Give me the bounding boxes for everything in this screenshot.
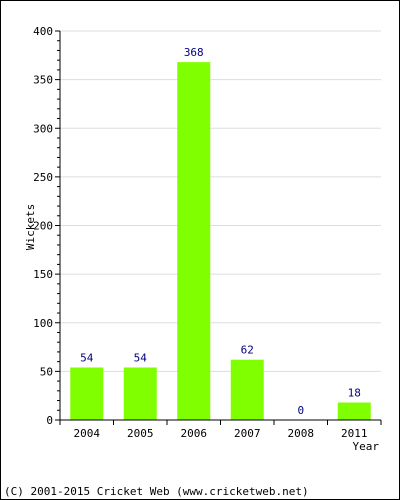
y-tick-label: 300 bbox=[33, 122, 53, 135]
y-tick-label: 250 bbox=[33, 171, 53, 184]
data-labels: 54 54 368 62 0 18 bbox=[80, 46, 361, 417]
bar-2006 bbox=[177, 62, 211, 421]
y-tick-label: 350 bbox=[33, 74, 53, 87]
bar-2005 bbox=[123, 367, 157, 420]
x-tick-label-2006: 2006 bbox=[181, 427, 208, 440]
y-tick-label: 200 bbox=[33, 220, 53, 233]
y-axis-title: Wickets bbox=[24, 204, 37, 250]
x-tick-label-2007: 2007 bbox=[234, 427, 261, 440]
data-label-2004: 54 bbox=[80, 351, 94, 364]
y-tick-label: 400 bbox=[33, 25, 53, 38]
bars bbox=[70, 62, 371, 421]
x-tick-label-2004: 2004 bbox=[74, 427, 101, 440]
data-label-2007: 62 bbox=[241, 344, 254, 357]
y-tick-label: 50 bbox=[40, 365, 53, 378]
bar-2004 bbox=[70, 367, 104, 420]
axes bbox=[55, 30, 382, 425]
x-tick-label-2005: 2005 bbox=[127, 427, 154, 440]
y-tick-label: 0 bbox=[46, 414, 53, 427]
y-tick-label: 150 bbox=[33, 268, 53, 281]
data-label-2011: 18 bbox=[348, 386, 361, 399]
copyright-text: (C) 2001-2015 Cricket Web (www.cricketwe… bbox=[4, 485, 309, 498]
x-tick-labels: 2004 2005 2006 2007 2008 2011 bbox=[74, 427, 368, 440]
data-label-2008: 0 bbox=[297, 404, 304, 417]
x-axis-title: Year bbox=[353, 440, 380, 453]
x-tick-label-2011: 2011 bbox=[341, 427, 368, 440]
bar-2007 bbox=[230, 359, 264, 420]
grid-lines bbox=[60, 30, 381, 372]
y-tick-labels: 0 50 100 150 200 250 300 350 400 bbox=[33, 25, 53, 427]
bar-2011 bbox=[337, 402, 371, 420]
data-label-2006: 368 bbox=[184, 46, 204, 59]
data-label-2005: 54 bbox=[134, 351, 148, 364]
x-tick-label-2008: 2008 bbox=[288, 427, 315, 440]
y-tick-label: 100 bbox=[33, 317, 53, 330]
